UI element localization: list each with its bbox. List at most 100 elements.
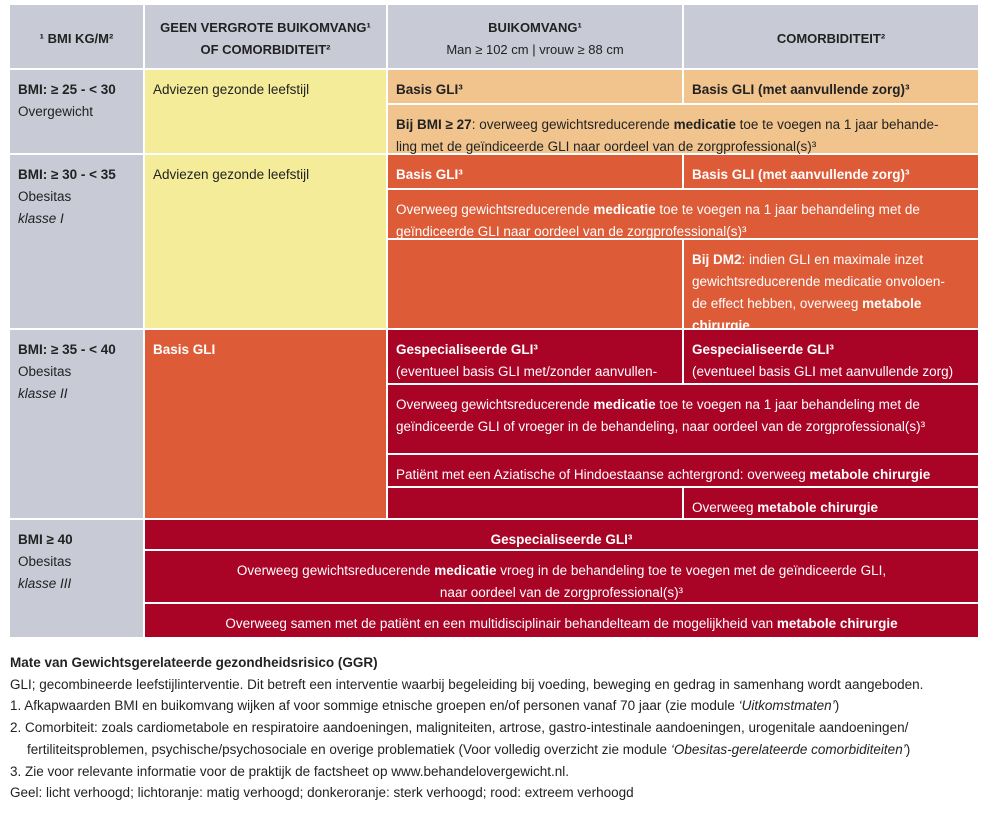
- bold-text: medicatie: [593, 397, 656, 412]
- footnotes: Mate van Gewichtsgerelateerde gezondheid…: [10, 652, 990, 804]
- cell-text-line: ling met de geïndiceerde GLI naar oordee…: [396, 136, 970, 158]
- cell-text-line: BMI: ≥ 30 - < 35: [18, 164, 135, 186]
- note-1: 1. Afkapwaarden BMI en buikomvang wijken…: [10, 695, 990, 717]
- text: Man ≥ 102 cm | vrouw ≥ 88 cm: [446, 42, 624, 57]
- text: Overweeg gewichtsreducerende: [396, 202, 594, 217]
- cell-text-line: BMI: ≥ 35 - < 40: [18, 339, 135, 361]
- bold-text: medicatie: [434, 563, 497, 578]
- cell-text-line: Gespecialiseerde GLI³: [692, 339, 970, 361]
- bold-text: OF COMORBIDITEIT²: [200, 42, 331, 57]
- cell-gespecialiseerde-gli: Gespecialiseerde GLI³: [145, 520, 980, 551]
- cell-text-line: BMI: ≥ 25 - < 30: [18, 79, 135, 101]
- bold-text: Bij DM2: [692, 252, 742, 267]
- text: gewichtsreducerende medicatie onvoloen-: [692, 274, 945, 289]
- cell-text-line: gewichtsreducerende medicatie onvoloen-: [692, 271, 970, 293]
- bold-text: Bij BMI ≥ 27: [396, 117, 472, 132]
- cell-basis-gli-aanvullend: Basis GLI (met aanvullende zorg)³: [684, 70, 980, 105]
- bold-text: medicatie: [673, 117, 736, 132]
- note-2a: 2. Comorbiteit: zoals cardiometabole en …: [10, 720, 909, 736]
- bold-text: ¹ BMI KG/M²: [39, 31, 114, 46]
- bold-text: metabole: [862, 296, 922, 311]
- cell-text-line: Overweeg gewichtsreducerende medicatie t…: [396, 394, 970, 416]
- row-label-obesitas-1: BMI: ≥ 30 - < 35 Obesitas klasse I: [10, 155, 145, 330]
- cell-text-line: Basis GLI (met aanvullende zorg)³: [692, 164, 970, 186]
- cell-text-line: geïndiceerde GLI of vroeger in de behand…: [396, 416, 970, 438]
- bold-text: metabole chirurgie: [809, 467, 931, 482]
- text: Patiënt met een Aziatische of Hindoestaa…: [396, 467, 810, 482]
- header-bmi: ¹ BMI KG/M²: [10, 5, 145, 70]
- cell-text-line: Bij BMI ≥ 27: overweeg gewichtsreduceren…: [396, 114, 970, 136]
- cell-empty: [388, 488, 684, 520]
- bold-text: Basis GLI: [153, 342, 216, 357]
- cell-text-line: GEEN VERGROTE BUIKOMVANG¹: [153, 17, 378, 39]
- text: Adviezen gezonde leefstijl: [153, 82, 310, 97]
- cell-basis-gli: Basis GLI³: [388, 155, 684, 190]
- cell-medicatie: Overweeg gewichtsreducerende medicatie t…: [388, 190, 980, 240]
- color-legend: Geel: licht verhoogd; lichtoranje: matig…: [10, 785, 634, 801]
- bold-text: BUIKOMVANG¹: [488, 20, 582, 35]
- text: Overgewicht: [18, 104, 94, 119]
- cell-text-line: Basis GLI: [153, 339, 378, 361]
- bold-text: Basis GLI³: [396, 82, 463, 97]
- cell-text-line: (eventueel basis GLI met aanvullende zor…: [692, 361, 970, 383]
- cell-text-line: Gespecialiseerde GLI³: [153, 529, 970, 551]
- text: (eventueel basis GLI met aanvullende zor…: [692, 364, 954, 379]
- text: toe te voegen na 1 jaar behandeling met …: [655, 397, 920, 412]
- bold-text: Basis GLI³: [396, 167, 463, 182]
- text: Overweeg gewichtsreducerende: [396, 397, 594, 412]
- cell-text-line: geïndiceerde GLI naar oordeel van de zor…: [396, 221, 970, 243]
- text: geïndiceerde GLI naar oordeel van de zor…: [396, 224, 747, 239]
- bold-text: Gespecialiseerde GLI³: [490, 532, 633, 547]
- cell-text-line: naar oordeel van de zorgprofessional(s)³: [153, 582, 970, 604]
- bold-text: medicatie: [593, 202, 656, 217]
- cell-text-line: Basis GLI (met aanvullende zorg)³: [692, 79, 970, 101]
- cell-text-line: COMORBIDITEIT²: [692, 28, 970, 50]
- row-label-obesitas-3: BMI ≥ 40 Obesitas klasse III: [10, 520, 145, 639]
- cell-text-line: klasse III: [18, 573, 135, 595]
- note-gli: GLI; gecombineerde leefstijlinterventie.…: [10, 676, 924, 692]
- text: Overweeg gewichtsreducerende: [236, 563, 435, 578]
- header-geen-vergrote-buikomvang: GEEN VERGROTE BUIKOMVANG¹ OF COMORBIDITEI…: [145, 5, 388, 70]
- bold-text: Basis GLI (met aanvullende zorg)³: [692, 167, 910, 182]
- row-label-overgewicht: BMI: ≥ 25 - < 30 Overgewicht: [10, 70, 145, 155]
- cell-text-line: Adviezen gezonde leefstijl: [153, 79, 378, 101]
- note-2-close: ): [905, 741, 911, 757]
- cell-empty: [388, 240, 684, 330]
- text: Adviezen gezonde leefstijl: [153, 167, 310, 182]
- cell-text-line: Man ≥ 102 cm | vrouw ≥ 88 cm: [396, 39, 674, 61]
- text: ling met de geïndiceerde GLI naar oordee…: [396, 139, 817, 154]
- cell-medicatie: Overweeg gewichtsreducerende medicatie t…: [388, 385, 980, 455]
- text: (eventueel basis GLI met/zonder aanvulle…: [396, 364, 658, 379]
- cell-basis-gli: Basis GLI: [145, 330, 388, 520]
- note-1-text: 1. Afkapwaarden BMI en buikomvang wijken…: [10, 698, 739, 714]
- cell-advies-leefstijl: Adviezen gezonde leefstijl: [145, 155, 388, 330]
- text: Overweeg: [692, 500, 758, 515]
- cell-text-line: Obesitas: [18, 186, 135, 208]
- text: Obesitas: [18, 554, 72, 569]
- text: Obesitas: [18, 189, 72, 204]
- text: naar oordeel van de zorgprofessional(s)³: [439, 585, 684, 600]
- text: : overweeg gewichtsreducerende: [471, 117, 674, 132]
- note-2-module: ‘Obesitas-gerelateerde comorbiditeiten’: [670, 741, 906, 757]
- note-1-module: ‘Uitkomstmaten’: [738, 698, 835, 714]
- cell-text-line: Patiënt met een Aziatische of Hindoestaa…: [396, 464, 970, 486]
- cell-medicatie-vroeg: Overweeg gewichtsreducerende medicatie v…: [145, 551, 980, 604]
- text: toe te voegen na 1 jaar behande-: [735, 117, 939, 132]
- cell-text-line: BMI ≥ 40: [18, 529, 135, 551]
- cell-text-line: ¹ BMI KG/M²: [18, 28, 135, 50]
- note-2-text: fertiliteitsproblemen, psychische/psycho…: [27, 741, 671, 757]
- bold-text: Basis GLI (met aanvullende zorg)³: [692, 82, 910, 97]
- notes-title: Mate van Gewichtsgerelateerde gezondheid…: [10, 655, 378, 670]
- cell-advies-leefstijl: Adviezen gezonde leefstijl: [145, 70, 388, 155]
- cell-text-line: Overweeg samen met de patiënt en een mul…: [153, 613, 970, 635]
- cell-gespecialiseerde-gli-aanvullend: Gespecialiseerde GLI³ (eventueel basis GL…: [684, 330, 980, 385]
- bold-text: GEEN VERGROTE BUIKOMVANG¹: [160, 20, 371, 35]
- cell-text-line: BUIKOMVANG¹: [396, 17, 674, 39]
- cell-text-line: Overweeg gewichtsreducerende medicatie t…: [396, 199, 970, 221]
- cell-aziatische-achtergrond: Patiënt met een Aziatische of Hindoestaa…: [388, 455, 980, 488]
- text: de effect hebben, overweeg: [692, 296, 863, 311]
- cell-text-line: Overweeg gewichtsreducerende medicatie v…: [153, 560, 970, 582]
- text: vroeg in de behandeling toe te voegen me…: [496, 563, 887, 578]
- cell-text-line: de effect hebben, overweeg metabole: [692, 293, 970, 315]
- cell-text-line: Gespecialiseerde GLI³: [396, 339, 674, 361]
